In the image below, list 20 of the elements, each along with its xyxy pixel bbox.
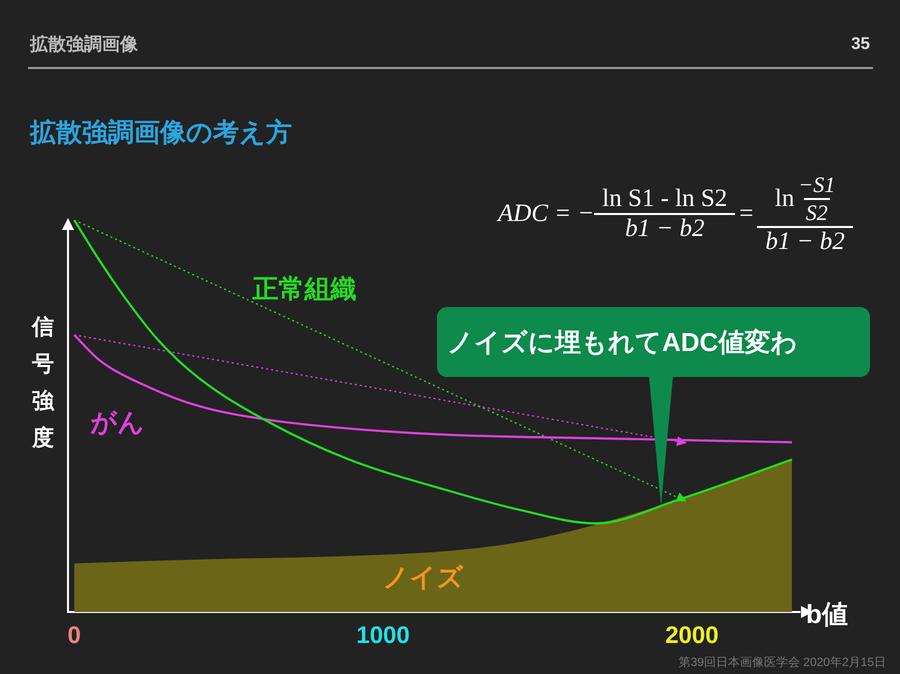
- text: 35: [851, 34, 870, 54]
- chart-title: 拡散強調画像の考え方: [30, 116, 292, 149]
- annotation: b1 − b2: [757, 226, 853, 256]
- text: 拡散強調画像: [30, 33, 138, 56]
- text: −S1: [798, 172, 836, 198]
- text: 第39回日本画像医学会 2020年2月15日: [678, 654, 886, 671]
- x-tick-label: 0: [68, 622, 81, 650]
- text: S2: [804, 198, 830, 226]
- series-label: ノイズ: [382, 562, 464, 592]
- annotation: =: [739, 200, 754, 228]
- annotation: b1 − b2: [594, 213, 736, 243]
- annotation: ノイズに埋もれてADC値変わ: [437, 307, 870, 377]
- annotation: ADC = −: [498, 200, 594, 228]
- y-axis-title: 信号強度: [30, 313, 56, 452]
- text: ln: [774, 185, 794, 213]
- x-tick-label: 1000: [356, 622, 410, 650]
- series-label: がん: [90, 407, 144, 438]
- x-tick-label: 2000: [665, 622, 719, 650]
- text: 正常組織: [251, 274, 356, 304]
- text: ln S1 - ln S2: [601, 185, 728, 213]
